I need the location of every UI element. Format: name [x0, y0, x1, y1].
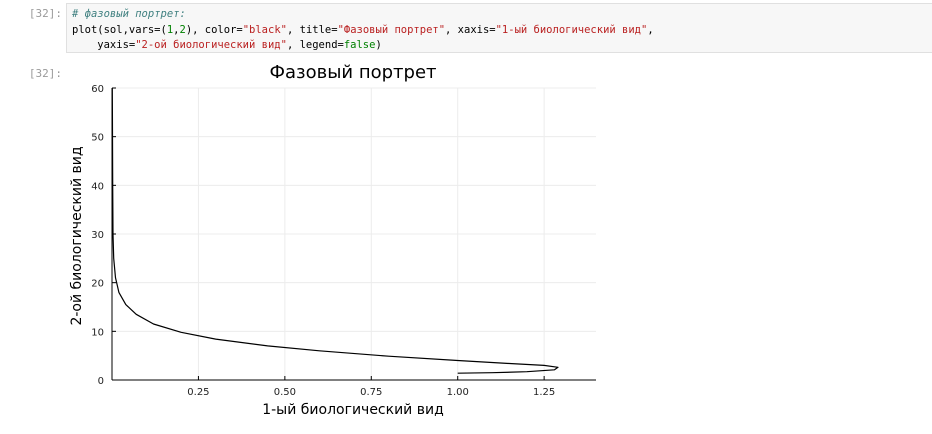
code-cell[interactable]: # фазовый портрет: plot(sol,vars=(1,2), …: [66, 3, 932, 53]
code-token: ): [375, 39, 382, 51]
code-keyword: false: [343, 39, 376, 51]
x-tick-label: 1.00: [447, 387, 469, 398]
y-tick-label: 50: [91, 133, 104, 144]
code-string: "1-ый биологический вид": [495, 23, 648, 36]
y-tick-label: 20: [91, 279, 104, 290]
phase-portrait-plot: 0.25 0.50 0.75 1.00 1.25 0 10 20 30 40 50 60 Фазовы…: [69, 62, 596, 418]
code-string: "Фазовый портрет": [337, 23, 446, 36]
y-tick-label: 40: [91, 181, 104, 192]
x-tick-label: 0.25: [187, 387, 209, 398]
y-tick-label: 10: [91, 327, 104, 338]
y-tick-label: 60: [91, 84, 104, 95]
code-string: "black": [242, 23, 287, 36]
output-prompt: [32]:: [28, 67, 62, 80]
x-axis-label: 1-ый биологический вид: [262, 402, 444, 418]
y-tick-label: 30: [91, 230, 104, 241]
code-token: , legend=: [286, 39, 344, 51]
code-token: yaxis=: [72, 39, 136, 51]
y-tick-label: 0: [98, 376, 104, 387]
x-tick-label: 0.75: [360, 387, 382, 398]
code-comment: # фазовый портрет:: [72, 8, 186, 20]
code-token: ), color=: [185, 23, 243, 36]
y-axis-label: 2-ой биологический вид: [69, 146, 85, 325]
code-number: 2: [179, 23, 186, 36]
code-string: "2-ой биологический вид": [135, 39, 287, 51]
code-number: 1: [166, 23, 174, 36]
code-token: plot(sol,vars=(: [72, 23, 167, 36]
x-tick-label: 1.25: [533, 387, 555, 398]
code-token: ,: [647, 23, 654, 36]
code-token: ,: [173, 23, 180, 36]
chart-title: Фазовый портрет: [269, 62, 436, 83]
code-token: , title=: [286, 23, 338, 36]
input-prompt: [32]:: [28, 7, 62, 20]
x-tick-label: 0.50: [274, 387, 296, 398]
plot-series: [111, 87, 559, 374]
series-line: [111, 87, 559, 374]
code-token: , xaxis=: [445, 23, 496, 36]
plot-grid: [112, 87, 596, 381]
plot-ticks: 0.25 0.50 0.75 1.00 1.25 0 10 20 30 40 50 60: [91, 84, 555, 398]
